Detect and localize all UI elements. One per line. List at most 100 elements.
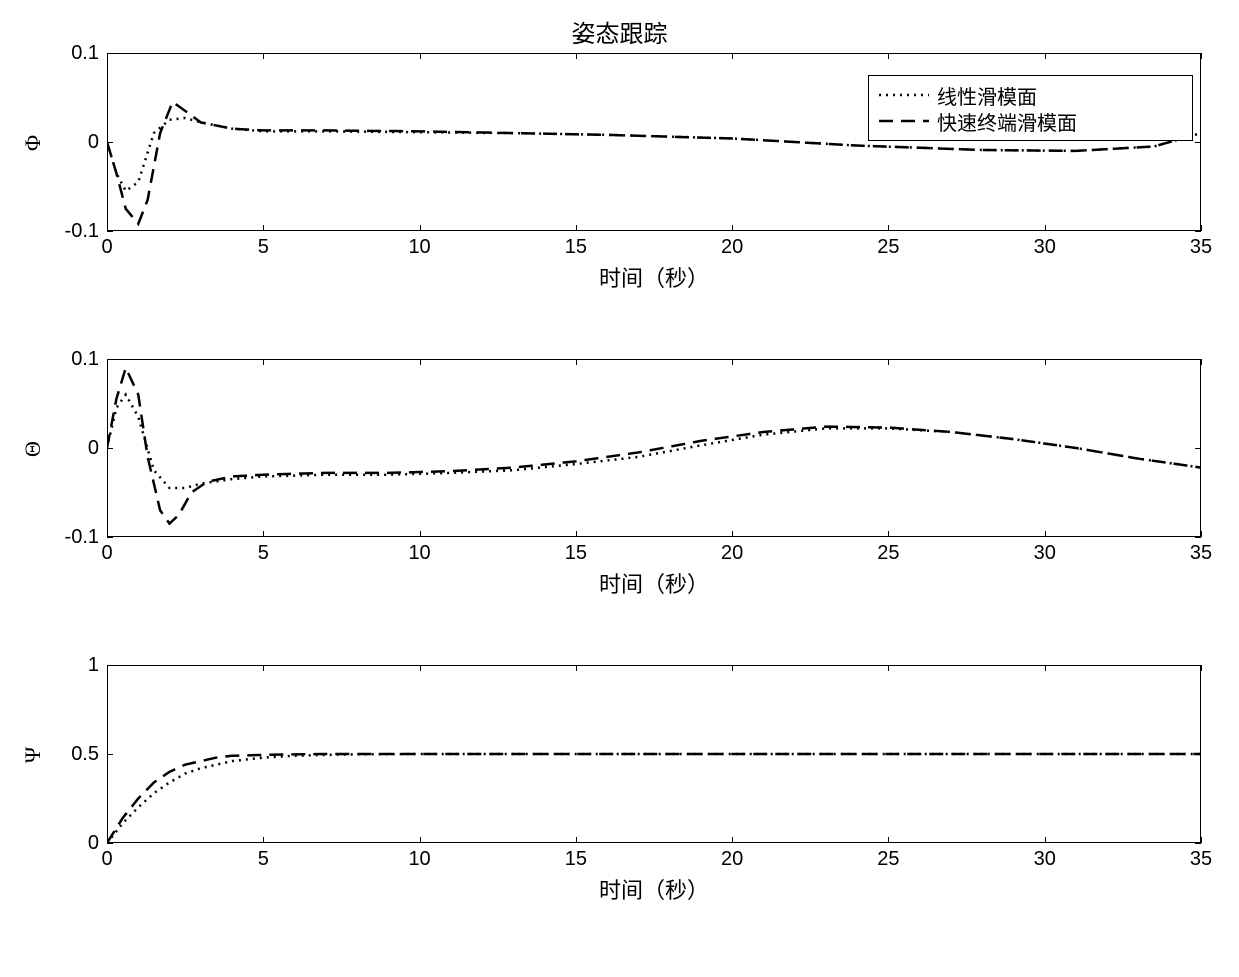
xtick-label: 35 <box>1186 848 1216 871</box>
ytick-label: 0 <box>88 131 99 154</box>
xtick-mark <box>107 53 108 59</box>
xtick-label: 30 <box>1030 542 1060 565</box>
xtick-mark <box>107 665 108 671</box>
xtick-mark <box>1201 53 1202 59</box>
xtick-mark <box>107 359 108 365</box>
xtick-mark <box>420 531 421 537</box>
legend-item-fast_terminal: 快速终端滑模面 <box>879 108 1182 134</box>
xtick-mark <box>420 665 421 671</box>
ytick-mark <box>107 754 113 755</box>
xtick-label: 5 <box>248 542 278 565</box>
xlabel-psi: 时间（秒） <box>574 873 734 905</box>
xtick-label: 20 <box>717 542 747 565</box>
xtick-mark <box>732 225 733 231</box>
ytick-mark <box>1195 754 1201 755</box>
xtick-mark <box>888 531 889 537</box>
xtick-mark <box>576 531 577 537</box>
xtick-mark <box>888 225 889 231</box>
xtick-mark <box>263 665 264 671</box>
ylabel-phi: Φ <box>20 135 46 151</box>
xtick-label: 30 <box>1030 848 1060 871</box>
xtick-mark <box>1201 359 1202 365</box>
xtick-mark <box>888 53 889 59</box>
xtick-label: 5 <box>248 848 278 871</box>
xtick-mark <box>732 531 733 537</box>
ytick-label: 0.1 <box>71 348 99 371</box>
xtick-label: 35 <box>1186 542 1216 565</box>
ytick-label: 0.1 <box>71 42 99 65</box>
xtick-mark <box>888 359 889 365</box>
xtick-mark <box>732 665 733 671</box>
xtick-label: 10 <box>405 542 435 565</box>
xtick-label: 15 <box>561 848 591 871</box>
xtick-label: 10 <box>405 236 435 259</box>
xtick-mark <box>888 665 889 671</box>
xtick-mark <box>576 665 577 671</box>
plot-box-theta <box>107 359 1201 537</box>
xtick-label: 0 <box>92 848 122 871</box>
ytick-mark <box>107 537 113 538</box>
xtick-mark <box>107 225 108 231</box>
xtick-label: 15 <box>561 236 591 259</box>
figure-title: 姿态跟踪 <box>572 14 668 49</box>
ytick-label: 0.5 <box>71 743 99 766</box>
xtick-label: 20 <box>717 236 747 259</box>
xtick-mark <box>263 359 264 365</box>
xtick-mark <box>732 837 733 843</box>
xtick-mark <box>1045 53 1046 59</box>
xtick-label: 5 <box>248 236 278 259</box>
ytick-mark <box>1195 537 1201 538</box>
xtick-mark <box>420 359 421 365</box>
figure: 姿态跟踪 Φ-0.100.105101520253035时间（秒）线性滑模面快速… <box>0 0 1239 977</box>
legend-label: 快速终端滑模面 <box>937 107 1077 136</box>
ylabel-theta: Θ <box>20 441 46 457</box>
xlabel-phi: 时间（秒） <box>574 261 734 293</box>
xtick-label: 35 <box>1186 236 1216 259</box>
xlabel-theta: 时间（秒） <box>574 567 734 599</box>
xtick-label: 20 <box>717 848 747 871</box>
xtick-mark <box>576 53 577 59</box>
xtick-mark <box>1045 359 1046 365</box>
xtick-mark <box>576 359 577 365</box>
ytick-label: 0 <box>88 437 99 460</box>
ytick-mark <box>1195 142 1201 143</box>
plot-box-psi <box>107 665 1201 843</box>
xtick-mark <box>1201 837 1202 843</box>
xtick-label: 25 <box>873 848 903 871</box>
xtick-label: 10 <box>405 848 435 871</box>
ytick-mark <box>1195 843 1201 844</box>
ylabel-psi: Ψ <box>20 747 46 763</box>
xtick-mark <box>107 837 108 843</box>
xtick-label: 0 <box>92 236 122 259</box>
xtick-mark <box>732 359 733 365</box>
ytick-mark <box>107 231 113 232</box>
legend-item-linear: 线性滑模面 <box>879 82 1182 108</box>
xtick-mark <box>420 837 421 843</box>
xtick-mark <box>263 837 264 843</box>
ytick-label: 1 <box>88 654 99 677</box>
xtick-mark <box>1045 837 1046 843</box>
xtick-mark <box>1201 225 1202 231</box>
xtick-mark <box>420 53 421 59</box>
xtick-mark <box>1201 531 1202 537</box>
xtick-mark <box>107 531 108 537</box>
xtick-mark <box>1045 225 1046 231</box>
ytick-mark <box>107 843 113 844</box>
xtick-label: 30 <box>1030 236 1060 259</box>
xtick-label: 15 <box>561 542 591 565</box>
ytick-mark <box>1195 231 1201 232</box>
ytick-mark <box>107 448 113 449</box>
legend-swatch <box>879 85 929 105</box>
ytick-mark <box>107 142 113 143</box>
xtick-mark <box>732 53 733 59</box>
ytick-mark <box>1195 448 1201 449</box>
xtick-mark <box>263 225 264 231</box>
legend-label: 线性滑模面 <box>937 81 1037 110</box>
xtick-label: 25 <box>873 236 903 259</box>
legend-swatch <box>879 111 929 131</box>
xtick-mark <box>1045 531 1046 537</box>
xtick-mark <box>420 225 421 231</box>
xtick-mark <box>1201 665 1202 671</box>
xtick-label: 0 <box>92 542 122 565</box>
xtick-mark <box>576 225 577 231</box>
